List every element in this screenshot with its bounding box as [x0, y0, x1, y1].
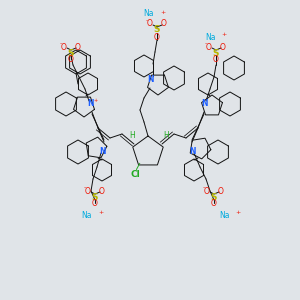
Text: N: N: [189, 148, 195, 157]
Text: -: -: [60, 41, 62, 46]
Text: O: O: [147, 20, 153, 28]
Text: O: O: [99, 187, 105, 196]
Text: N: N: [201, 100, 207, 109]
Text: O: O: [68, 56, 74, 64]
Text: O: O: [218, 187, 224, 196]
Text: N: N: [100, 148, 106, 157]
Text: Na: Na: [82, 211, 92, 220]
Text: O: O: [206, 43, 212, 52]
Text: O: O: [85, 187, 91, 196]
Text: +: +: [98, 211, 104, 215]
Text: S: S: [68, 49, 74, 58]
Text: O: O: [211, 200, 217, 208]
Text: O: O: [161, 20, 167, 28]
Text: Na: Na: [205, 32, 215, 41]
Text: Cl: Cl: [130, 170, 140, 179]
Text: Na: Na: [144, 10, 154, 19]
Text: +: +: [160, 10, 166, 14]
Text: +: +: [94, 98, 98, 104]
Text: S: S: [211, 193, 217, 202]
Text: -: -: [84, 185, 86, 190]
Text: Na: Na: [219, 211, 229, 220]
Text: O: O: [75, 43, 81, 52]
Text: H: H: [129, 131, 135, 140]
Text: O: O: [92, 200, 98, 208]
Text: O: O: [154, 32, 160, 41]
Text: -: -: [203, 185, 205, 190]
Text: S: S: [92, 193, 98, 202]
Text: -: -: [146, 19, 148, 23]
Text: O: O: [213, 56, 219, 64]
Text: H: H: [163, 131, 169, 140]
Text: O: O: [220, 43, 226, 52]
Text: N: N: [148, 74, 154, 83]
Text: O: O: [61, 43, 67, 52]
Text: N: N: [88, 100, 94, 109]
Text: S: S: [154, 26, 160, 34]
Text: +: +: [221, 32, 226, 38]
Text: -: -: [205, 41, 207, 46]
Text: O: O: [204, 187, 210, 196]
Text: S: S: [213, 49, 219, 58]
Text: +: +: [236, 211, 241, 215]
